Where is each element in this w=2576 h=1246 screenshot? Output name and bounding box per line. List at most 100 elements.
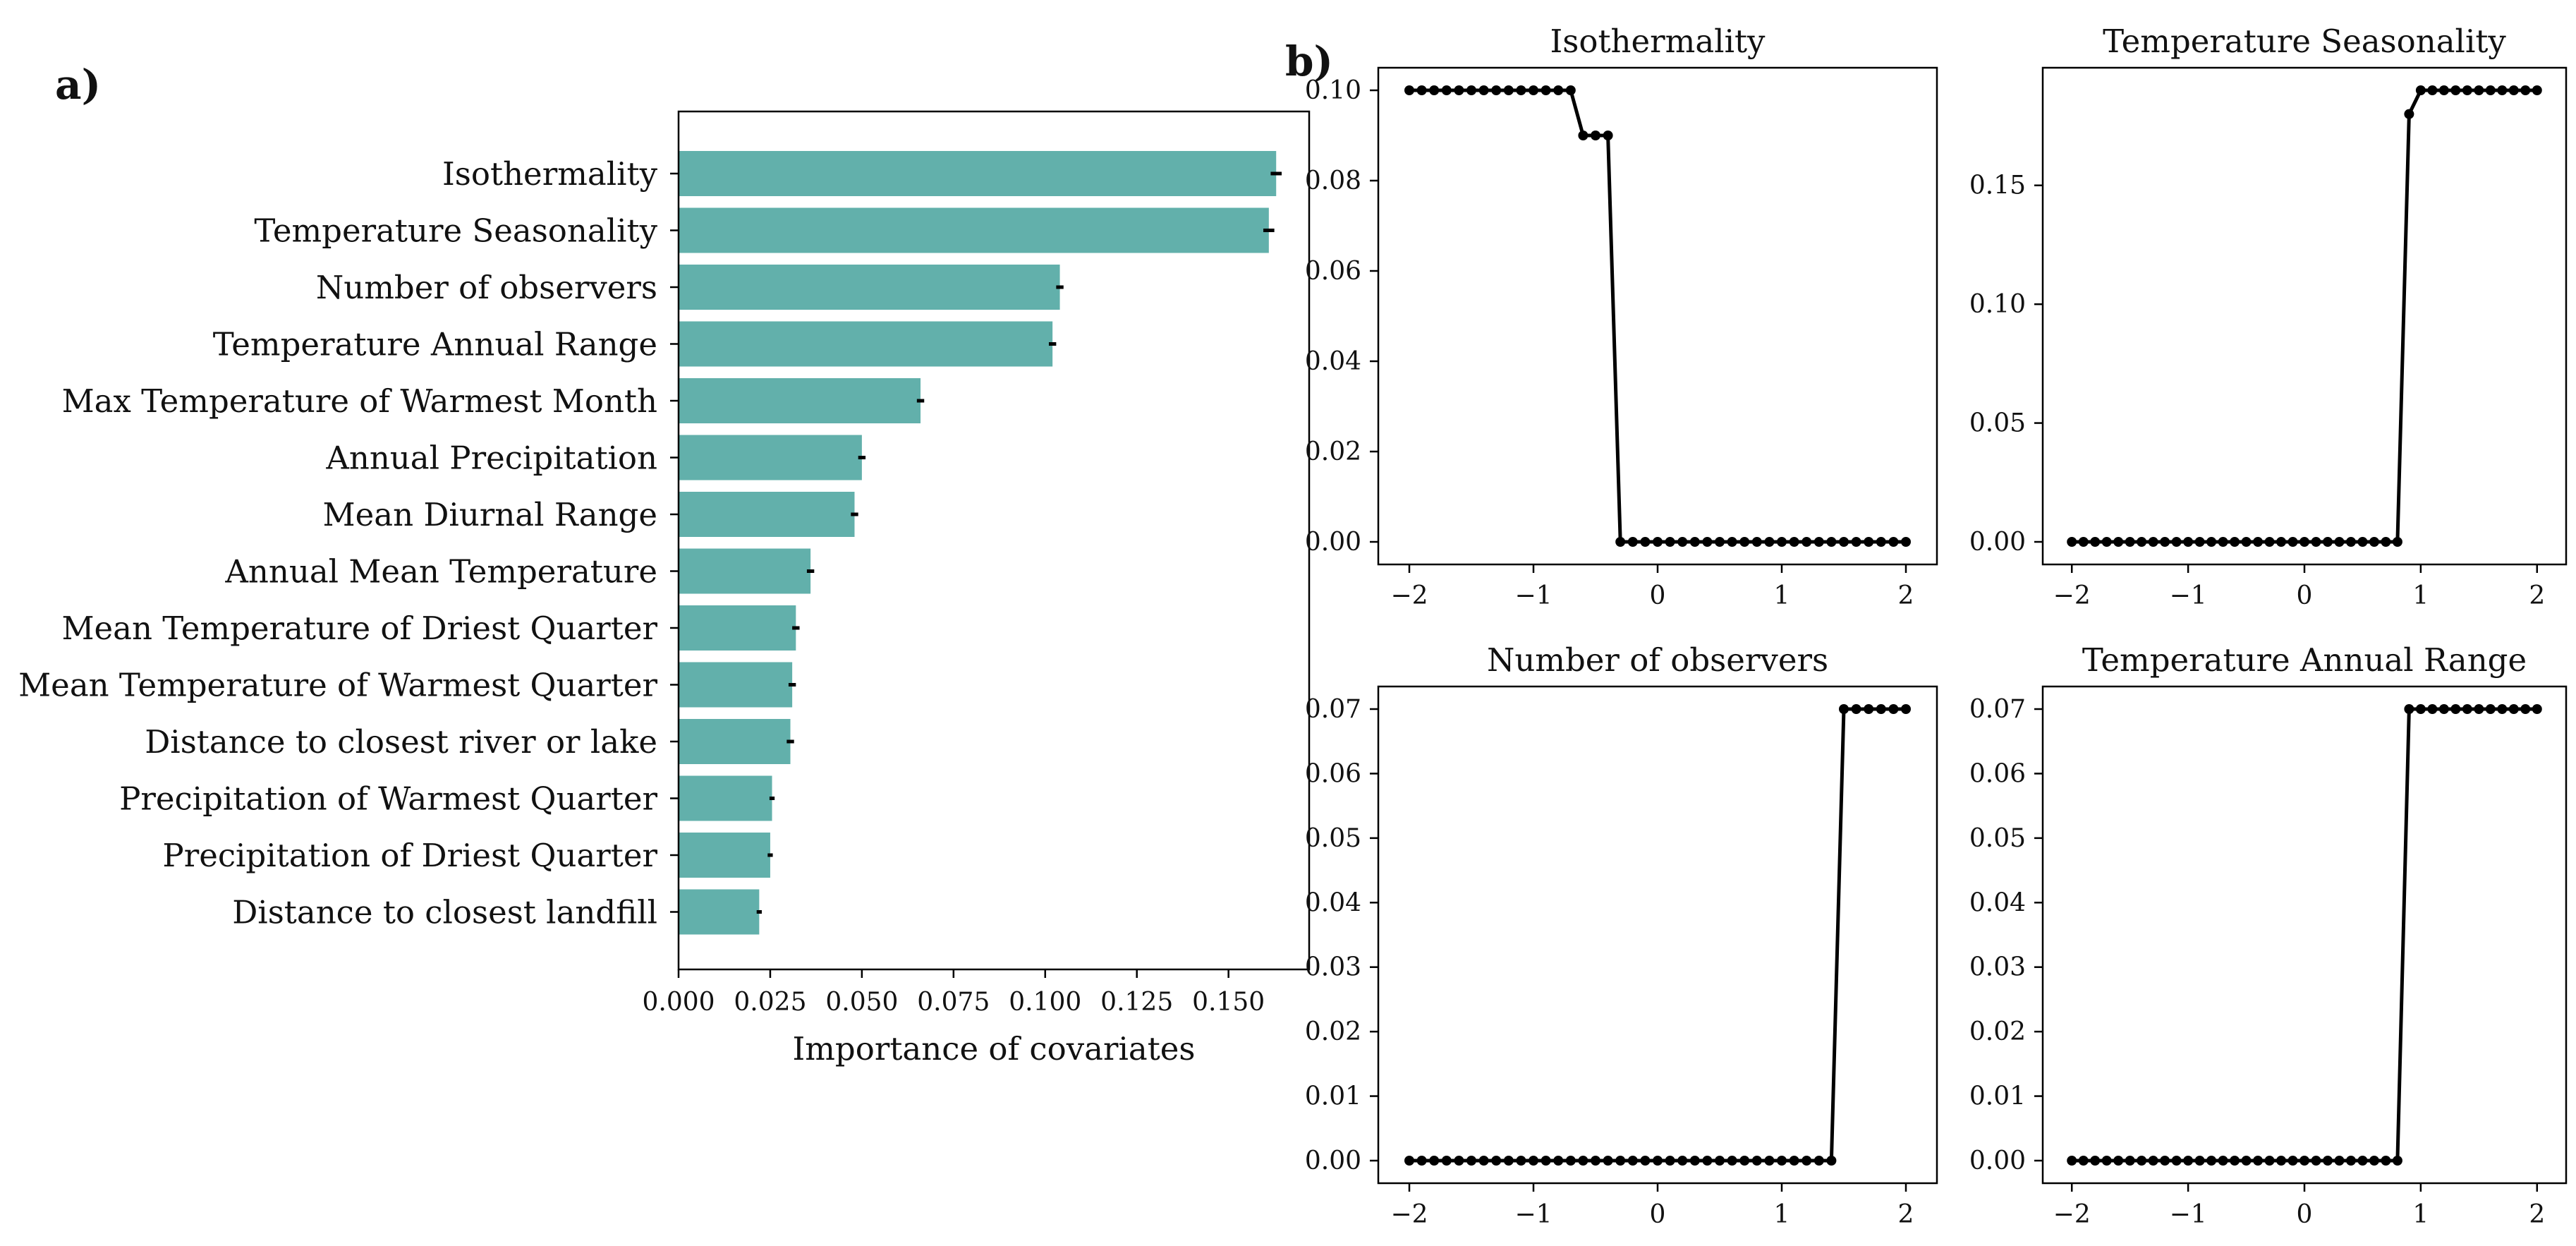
- data-point: [2078, 537, 2089, 547]
- bar: [679, 378, 921, 423]
- y-tick-label: 0.15: [1969, 171, 2026, 200]
- data-point: [2392, 537, 2402, 547]
- data-point: [1901, 537, 1911, 547]
- x-tick-label: −2: [1390, 581, 1428, 610]
- data-point: [1702, 537, 1713, 547]
- bar: [679, 775, 772, 821]
- data-point: [1466, 85, 1476, 95]
- data-point: [1429, 85, 1440, 95]
- data-point: [1516, 1156, 1526, 1166]
- data-point: [2508, 85, 2519, 95]
- y-tick-label: Max Temperature of Warmest Month: [62, 382, 657, 420]
- x-tick-label: 2: [2529, 581, 2545, 610]
- data-point: [1503, 85, 1514, 95]
- y-tick-label: 0.06: [1969, 759, 2026, 788]
- data-point: [1578, 1156, 1588, 1166]
- data-point: [2253, 1156, 2264, 1166]
- data-point: [2474, 85, 2484, 95]
- plot-title: Isothermality: [1550, 23, 1766, 60]
- data-point: [1689, 537, 1700, 547]
- y-tick-label: Temperature Seasonality: [254, 212, 657, 250]
- data-point: [1416, 1156, 1427, 1166]
- x-tick-label: 1: [2412, 1200, 2429, 1229]
- data-point: [2485, 704, 2496, 714]
- bar: [679, 662, 793, 708]
- x-tick-label: 2: [1898, 581, 1914, 610]
- y-tick-label: 0.00: [1305, 1147, 1361, 1175]
- data-point: [2183, 1156, 2194, 1166]
- data-point: [1802, 537, 1812, 547]
- data-point: [1503, 1156, 1514, 1166]
- y-tick-label: 0.06: [1305, 257, 1361, 286]
- data-point: [2381, 1156, 2391, 1166]
- data-point: [2485, 85, 2496, 95]
- y-tick-label: Mean Temperature of Warmest Quarter: [18, 667, 657, 704]
- data-point: [1615, 537, 1626, 547]
- data-point: [1454, 85, 1464, 95]
- data-point: [2137, 537, 2147, 547]
- data-point: [1751, 1156, 1762, 1166]
- data-point: [2288, 1156, 2298, 1166]
- y-tick-label: Isothermality: [442, 155, 658, 193]
- x-tick-label: 1: [1774, 1200, 1790, 1229]
- data-point: [1404, 1156, 1414, 1166]
- data-point: [1441, 1156, 1452, 1166]
- data-point: [1578, 131, 1588, 140]
- x-tick-label: 0.100: [1009, 988, 1081, 1017]
- data-point: [1851, 704, 1861, 714]
- data-point: [1727, 537, 1737, 547]
- data-point: [2334, 1156, 2345, 1166]
- data-point: [1491, 85, 1502, 95]
- x-tick-label: 0: [1650, 581, 1666, 610]
- data-point: [1777, 537, 1787, 547]
- data-point: [1764, 1156, 1775, 1166]
- x-tick-label: −1: [2170, 581, 2207, 610]
- data-point: [1888, 537, 1899, 547]
- x-tick-label: 0.075: [917, 988, 990, 1017]
- y-tick-label: 0.02: [1969, 1017, 2026, 1046]
- x-tick-label: 0.025: [734, 988, 806, 1017]
- data-point: [2334, 537, 2345, 547]
- data-point: [2241, 537, 2252, 547]
- data-point: [1565, 1156, 1576, 1166]
- bar: [679, 492, 855, 537]
- x-tick-label: 0: [2297, 581, 2313, 610]
- y-tick-label: Mean Diurnal Range: [323, 496, 657, 533]
- data-point: [2230, 537, 2240, 547]
- data-point: [2194, 1156, 2205, 1166]
- data-point: [1813, 1156, 1824, 1166]
- data-point: [2276, 1156, 2287, 1166]
- data-point: [2125, 1156, 2135, 1166]
- data-point: [1751, 537, 1762, 547]
- data-point: [2450, 85, 2461, 95]
- data-point: [2206, 1156, 2217, 1166]
- data-point: [2497, 85, 2508, 95]
- data-point: [2276, 537, 2287, 547]
- y-tick-label: 0.10: [1305, 76, 1361, 105]
- importance-bar-chart: Isothermality Temperature Seasonality Numb…: [18, 110, 1311, 1067]
- y-tick-label: 0.01: [1969, 1082, 2026, 1111]
- data-point: [2241, 1156, 2252, 1166]
- data-point: [2148, 537, 2158, 547]
- y-tick-label: 0.00: [1969, 528, 2026, 557]
- data-point: [1901, 704, 1911, 714]
- data-point: [2171, 537, 2182, 547]
- data-point: [2171, 1156, 2182, 1166]
- data-point: [1591, 1156, 1600, 1166]
- data-point: [1813, 537, 1824, 547]
- data-point: [2206, 537, 2217, 547]
- x-tick-label: 1: [1774, 581, 1790, 610]
- data-point: [2090, 1156, 2101, 1166]
- data-point: [2078, 1156, 2089, 1166]
- y-tick-label: 0.03: [1969, 953, 2026, 982]
- data-point: [2194, 537, 2205, 547]
- data-point: [1466, 1156, 1476, 1166]
- data-point: [1416, 85, 1427, 95]
- data-point: [2137, 1156, 2147, 1166]
- x-tick-label: 2: [1898, 1200, 1914, 1229]
- data-point: [2113, 1156, 2124, 1166]
- data-point: [1826, 537, 1837, 547]
- data-point: [1715, 1156, 1725, 1166]
